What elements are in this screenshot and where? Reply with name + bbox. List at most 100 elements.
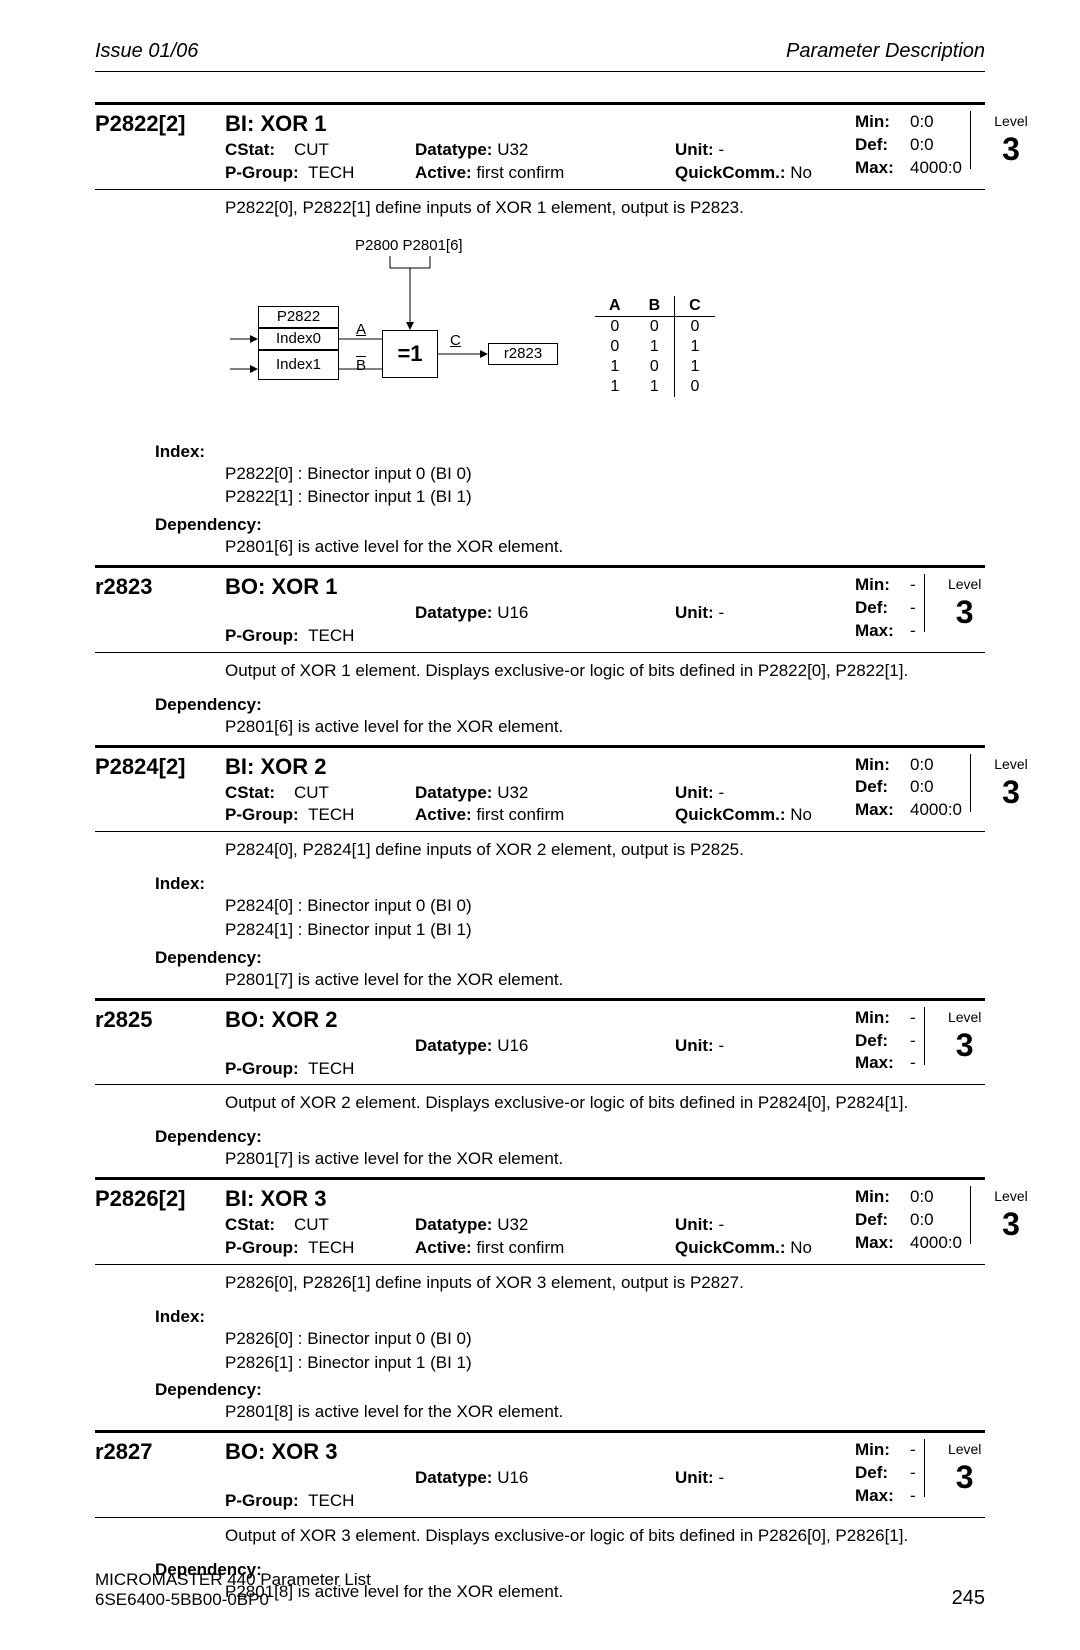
level-box: Level 3 — [924, 1007, 1005, 1065]
level-value: 3 — [925, 1461, 1005, 1493]
dep-text: P2801[6] is active level for the XOR ele… — [225, 715, 985, 745]
diag-port-c: C — [450, 332, 461, 349]
lbl-datatype: Datatype: — [415, 140, 492, 159]
lbl-min: Min: — [855, 111, 910, 134]
lbl-min: Min: — [855, 1186, 910, 1209]
val-pgroup: TECH — [308, 163, 354, 182]
lbl-min: Min: — [855, 754, 910, 777]
tt-h0: A — [595, 296, 635, 317]
minmax: Min:- Def:- Max:- — [855, 574, 916, 643]
val-max: 4000:0 — [910, 157, 962, 180]
level-box: Level 3 — [970, 754, 1051, 812]
val-min: 0:0 — [910, 754, 934, 777]
param-r2825: r2825 BO: XOR 2 Datatype: U16 Unit: - P-… — [95, 998, 985, 1177]
page-footer: MICROMASTER 440 Parameter List 6SE6400-5… — [95, 1570, 985, 1610]
running-head: Issue 01/06 Parameter Description — [95, 40, 985, 72]
lbl-datatype: Datatype: — [415, 603, 492, 622]
lbl-def: Def: — [855, 134, 910, 157]
dep-label: Dependency: — [155, 948, 985, 968]
minmax: Min:- Def:- Max:- — [855, 1007, 916, 1076]
val-def: - — [910, 1030, 916, 1053]
level-value: 3 — [925, 596, 1005, 628]
val-max: - — [910, 1485, 916, 1508]
param-P2822: P2822[2] BI: XOR 1 CStat: CUT Datatype: … — [95, 102, 985, 565]
param-r2823: r2823 BO: XOR 1 Datatype: U16 Unit: - P-… — [95, 565, 985, 744]
lbl-unit: Unit: — [675, 140, 714, 159]
minmax: Min:0:0 Def:0:0 Max:4000:0 — [855, 1186, 962, 1255]
val-datatype: U32 — [497, 1215, 528, 1234]
val-active: first confirm — [476, 1238, 564, 1257]
tt-c: 1 — [595, 357, 635, 377]
dep-text: P2801[7] is active level for the XOR ele… — [225, 1147, 985, 1177]
lbl-quickcomm: QuickComm.: — [675, 1238, 786, 1257]
val-active: first confirm — [476, 805, 564, 824]
val-quickcomm: No — [790, 1238, 812, 1257]
lbl-datatype: Datatype: — [415, 1036, 492, 1055]
level-box: Level 3 — [924, 1439, 1005, 1497]
index-label: Index: — [155, 1307, 985, 1327]
tt-c: 0 — [675, 377, 715, 397]
param-id: P2822[2] — [95, 111, 225, 137]
running-head-left: Issue 01/06 — [95, 40, 198, 63]
val-datatype: U32 — [497, 140, 528, 159]
lbl-datatype: Datatype: — [415, 1468, 492, 1487]
diag-top-label: P2800 P2801[6] — [355, 237, 463, 254]
level-label: Level — [925, 1441, 1005, 1457]
val-quickcomm: No — [790, 163, 812, 182]
lbl-pgroup: P-Group: — [225, 163, 299, 182]
lbl-pgroup: P-Group: — [225, 1059, 299, 1078]
diag-row1: Index1 — [258, 350, 339, 380]
tt-c: 1 — [595, 377, 635, 397]
val-unit: - — [718, 1036, 724, 1055]
val-datatype: U16 — [497, 603, 528, 622]
lbl-pgroup: P-Group: — [225, 1238, 299, 1257]
dep-text: P2801[8] is active level for the XOR ele… — [225, 1400, 985, 1430]
lbl-def: Def: — [855, 1209, 910, 1232]
val-max: - — [910, 620, 916, 643]
val-datatype: U16 — [497, 1468, 528, 1487]
val-datatype: U16 — [497, 1036, 528, 1055]
val-unit: - — [718, 603, 724, 622]
lbl-def: Def: — [855, 1462, 910, 1485]
level-label: Level — [971, 756, 1051, 772]
val-max: - — [910, 1052, 916, 1075]
tt-c: 1 — [635, 377, 675, 397]
dep-label: Dependency: — [155, 515, 985, 535]
val-active: first confirm — [476, 163, 564, 182]
level-label: Level — [971, 113, 1051, 129]
level-value: 3 — [971, 776, 1051, 808]
index-list: P2822[0] : Binector input 0 (BI 0) P2822… — [95, 462, 985, 510]
val-def: 0:0 — [910, 776, 934, 799]
lbl-max: Max: — [855, 620, 910, 643]
xor-diagram: P2800 P2801[6] P2822 Index0 Index1 A B =… — [225, 234, 785, 434]
val-unit: - — [718, 1468, 724, 1487]
val-min: - — [910, 574, 916, 597]
level-value: 3 — [971, 1208, 1051, 1240]
param-title: BI: XOR 3 — [225, 1186, 855, 1212]
tt-c: 0 — [635, 316, 675, 337]
param-desc: Output of XOR 3 element. Displays exclus… — [225, 1518, 985, 1554]
param-id: P2826[2] — [95, 1186, 225, 1212]
lbl-cstat: CStat: — [225, 140, 275, 159]
param-title: BO: XOR 3 — [225, 1439, 855, 1465]
tt-c: 0 — [635, 357, 675, 377]
level-box: Level 3 — [970, 1186, 1051, 1244]
param-desc: Output of XOR 2 element. Displays exclus… — [225, 1085, 985, 1121]
param-P2826: P2826[2] BI: XOR 3 CStat: CUT Datatype: … — [95, 1177, 985, 1430]
lbl-max: Max: — [855, 1485, 910, 1508]
index-line: P2826[0] : Binector input 0 (BI 0) — [225, 1327, 985, 1351]
lbl-max: Max: — [855, 1232, 910, 1255]
param-desc: Output of XOR 1 element. Displays exclus… — [225, 653, 985, 689]
tt-c: 0 — [595, 316, 635, 337]
lbl-unit: Unit: — [675, 783, 714, 802]
param-id: r2827 — [95, 1439, 225, 1465]
val-pgroup: TECH — [308, 626, 354, 645]
dep-label: Dependency: — [155, 1380, 985, 1400]
lbl-def: Def: — [855, 1030, 910, 1053]
val-pgroup: TECH — [308, 1491, 354, 1510]
param-desc: P2824[0], P2824[1] define inputs of XOR … — [225, 832, 985, 868]
lbl-unit: Unit: — [675, 1036, 714, 1055]
level-label: Level — [971, 1188, 1051, 1204]
level-value: 3 — [925, 1029, 1005, 1061]
param-title: BI: XOR 2 — [225, 754, 855, 780]
